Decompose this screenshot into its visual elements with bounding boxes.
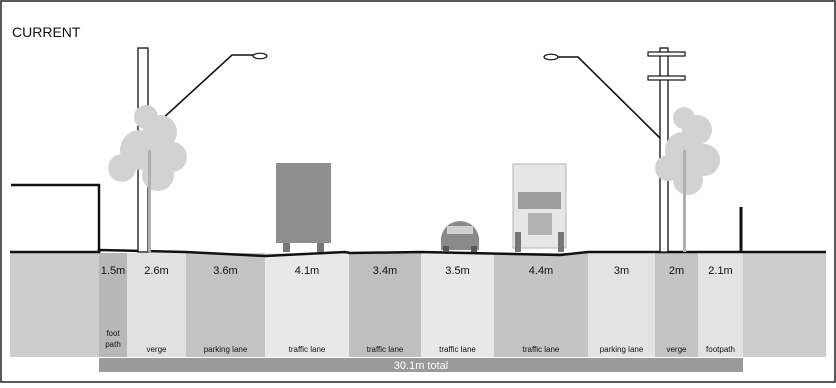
lane-fill xyxy=(698,253,743,357)
diagram-title: CURRENT xyxy=(12,24,81,40)
tree-icon xyxy=(655,107,720,252)
lane-segment: 2m verge xyxy=(655,253,698,357)
lane-width-label: 2.1m xyxy=(708,265,732,277)
ground-right xyxy=(743,252,826,357)
lane-width-label: 2m xyxy=(669,265,684,277)
lane-width-label: 3.4m xyxy=(373,265,397,277)
lane-name-label: traffic lane xyxy=(439,345,476,354)
lane-width-label: 1.5m xyxy=(101,265,125,277)
lane-name-label: traffic lane xyxy=(523,345,560,354)
lane-segment: 2.1m footpath xyxy=(698,253,743,357)
lane-fill xyxy=(349,253,421,357)
lane-fill xyxy=(186,253,265,357)
lane-fill xyxy=(127,253,186,357)
lane-name-label: path xyxy=(105,340,121,349)
lane-width-label: 3.6m xyxy=(213,265,237,277)
lane-segment: 3.4m traffic lane xyxy=(349,253,421,357)
lane-fill xyxy=(655,253,698,357)
lane-segment: 3m parking lane xyxy=(588,253,655,357)
lane-segment: 1.5m foot path xyxy=(99,253,127,357)
lane-width-label: 3.5m xyxy=(445,265,469,277)
lane-segment: 4.1m traffic lane xyxy=(265,253,349,357)
lane-width-label: 3m xyxy=(614,265,629,277)
lane-segment: 3.6m parking lane xyxy=(186,253,265,357)
lane-width-label: 2.6m xyxy=(144,265,168,277)
lane-name-label: parking lane xyxy=(204,345,248,354)
truck-icon xyxy=(276,163,331,252)
lane-segment: 2.6m verge xyxy=(127,253,186,357)
tree-icon xyxy=(108,105,187,252)
lane-name-label: traffic lane xyxy=(289,345,326,354)
lane-name-label: verge xyxy=(666,345,687,354)
lane-fill xyxy=(421,253,494,357)
lane-name-label: foot xyxy=(106,329,120,338)
ground-left xyxy=(10,252,99,357)
total-label: 30.1m total xyxy=(394,360,448,372)
total-bar xyxy=(99,358,743,372)
lane-fill xyxy=(265,253,349,357)
building-outline xyxy=(11,183,101,252)
truck-icon xyxy=(512,163,567,252)
utility-pole-icon xyxy=(543,47,686,253)
lane-fill xyxy=(588,253,655,357)
lane-fill xyxy=(494,253,588,357)
lane-name-label: traffic lane xyxy=(367,345,404,354)
lane-segment: 3.5m traffic lane xyxy=(421,253,494,357)
car-icon xyxy=(441,221,479,252)
lane-width-label: 4.4m xyxy=(529,265,553,277)
lane-fill xyxy=(99,253,127,357)
lane-name-label: verge xyxy=(146,345,167,354)
lane-segment: 4.4m traffic lane xyxy=(494,253,588,357)
lane-name-label: parking lane xyxy=(600,345,644,354)
lane-width-label: 4.1m xyxy=(295,265,319,277)
lane-name-label: footpath xyxy=(706,345,735,354)
